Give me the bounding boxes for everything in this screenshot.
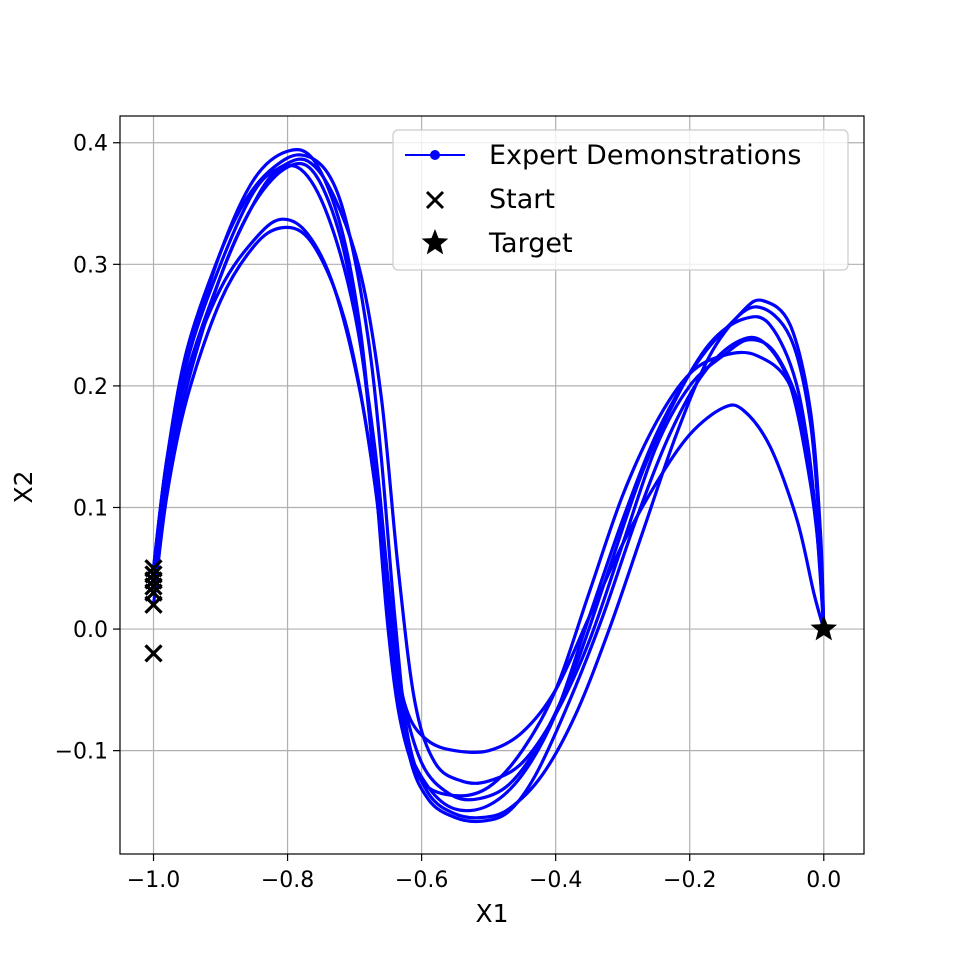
legend-label-start: Start [489, 184, 555, 215]
y-tick-label: −0.1 [55, 740, 108, 765]
y-tick-label: 0.1 [73, 496, 108, 521]
legend-dot-icon [430, 150, 440, 160]
demonstration-line-6 [151, 163, 826, 802]
plot-frame [119, 115, 865, 855]
x-axis-ticks: −1.0 −0.8 −0.6 −0.4 −0.2 0.0 [127, 854, 841, 893]
series-lines [151, 148, 826, 824]
start-marker [144, 644, 163, 663]
x-tick-label: −0.6 [395, 868, 448, 893]
target-marker [810, 615, 838, 641]
demonstration-line-5 [151, 157, 826, 785]
y-axis-label: X2 [9, 470, 38, 503]
start-marker [144, 595, 163, 614]
legend-label-target: Target [488, 228, 573, 259]
legend-x-icon [425, 190, 445, 210]
y-axis-ticks: −0.1 0.0 0.1 0.2 0.3 0.4 [55, 132, 120, 765]
demonstration-line-7 [151, 153, 826, 820]
point-markers [144, 559, 838, 663]
y-tick-label: 0.4 [73, 132, 108, 157]
x-tick-label: 0.0 [806, 868, 841, 893]
y-tick-label: 0.3 [73, 253, 108, 278]
demonstration-line-1 [151, 148, 826, 813]
demonstration-line-4 [151, 225, 826, 824]
x-tick-label: −1.0 [127, 868, 180, 893]
legend-label-expert: Expert Demonstrations [489, 140, 801, 171]
y-tick-label: 0.2 [73, 375, 108, 400]
legend-star-icon [421, 229, 449, 255]
x-tick-label: −0.8 [261, 868, 314, 893]
legend: Expert Demonstrations Start Target [392, 129, 849, 271]
y-tick-label: 0.0 [73, 618, 108, 643]
demonstration-line-3 [151, 217, 826, 755]
legend-box [392, 129, 849, 271]
x-axis-label: X1 [475, 899, 508, 928]
x-tick-label: −0.4 [529, 868, 582, 893]
start-marker [144, 577, 163, 596]
x-tick-label: −0.2 [663, 868, 716, 893]
